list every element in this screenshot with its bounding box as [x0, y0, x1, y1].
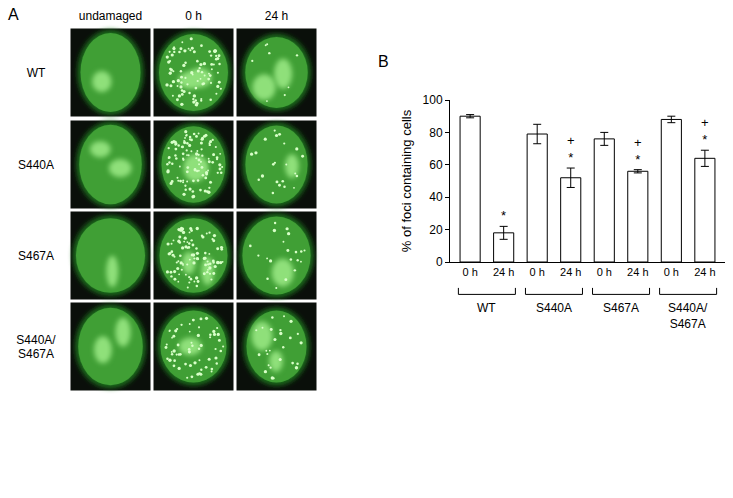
svg-text:+*: +* [567, 133, 575, 165]
svg-text:undamaged: undamaged [79, 9, 142, 23]
svg-text:0: 0 [436, 255, 443, 269]
svg-text:WT: WT [477, 301, 496, 315]
svg-text:24 h: 24 h [694, 266, 715, 278]
svg-text:S440A/S467A: S440A/S467A [668, 301, 708, 331]
svg-text:0 h: 0 h [530, 266, 545, 278]
svg-text:60: 60 [429, 158, 443, 172]
svg-text:0 h: 0 h [462, 266, 477, 278]
svg-text:+*: +* [701, 115, 709, 147]
svg-text:24 h: 24 h [560, 266, 581, 278]
svg-text:B: B [378, 53, 389, 70]
svg-text:100: 100 [423, 93, 443, 107]
svg-text:24 h: 24 h [493, 266, 514, 278]
svg-text:40: 40 [429, 190, 443, 204]
svg-text:S440A/: S440A/ [16, 333, 56, 347]
svg-text:20: 20 [429, 223, 443, 237]
svg-text:S467A: S467A [18, 249, 54, 263]
svg-text:0 h: 0 h [185, 9, 202, 23]
svg-text:S467A: S467A [18, 347, 54, 361]
svg-text:S440A: S440A [536, 301, 572, 315]
svg-text:S440A: S440A [18, 158, 54, 172]
svg-text:A: A [8, 6, 19, 23]
svg-text:24 h: 24 h [265, 9, 288, 23]
svg-text:24 h: 24 h [627, 266, 648, 278]
svg-text:80: 80 [429, 126, 443, 140]
svg-text:+*: +* [634, 135, 642, 167]
svg-text:S467A: S467A [603, 301, 639, 315]
svg-text:*: * [501, 208, 506, 223]
svg-text:0 h: 0 h [664, 266, 679, 278]
svg-text:0 h: 0 h [597, 266, 612, 278]
svg-text:% of foci containing cells: % of foci containing cells [399, 109, 414, 252]
svg-text:WT: WT [27, 66, 46, 80]
